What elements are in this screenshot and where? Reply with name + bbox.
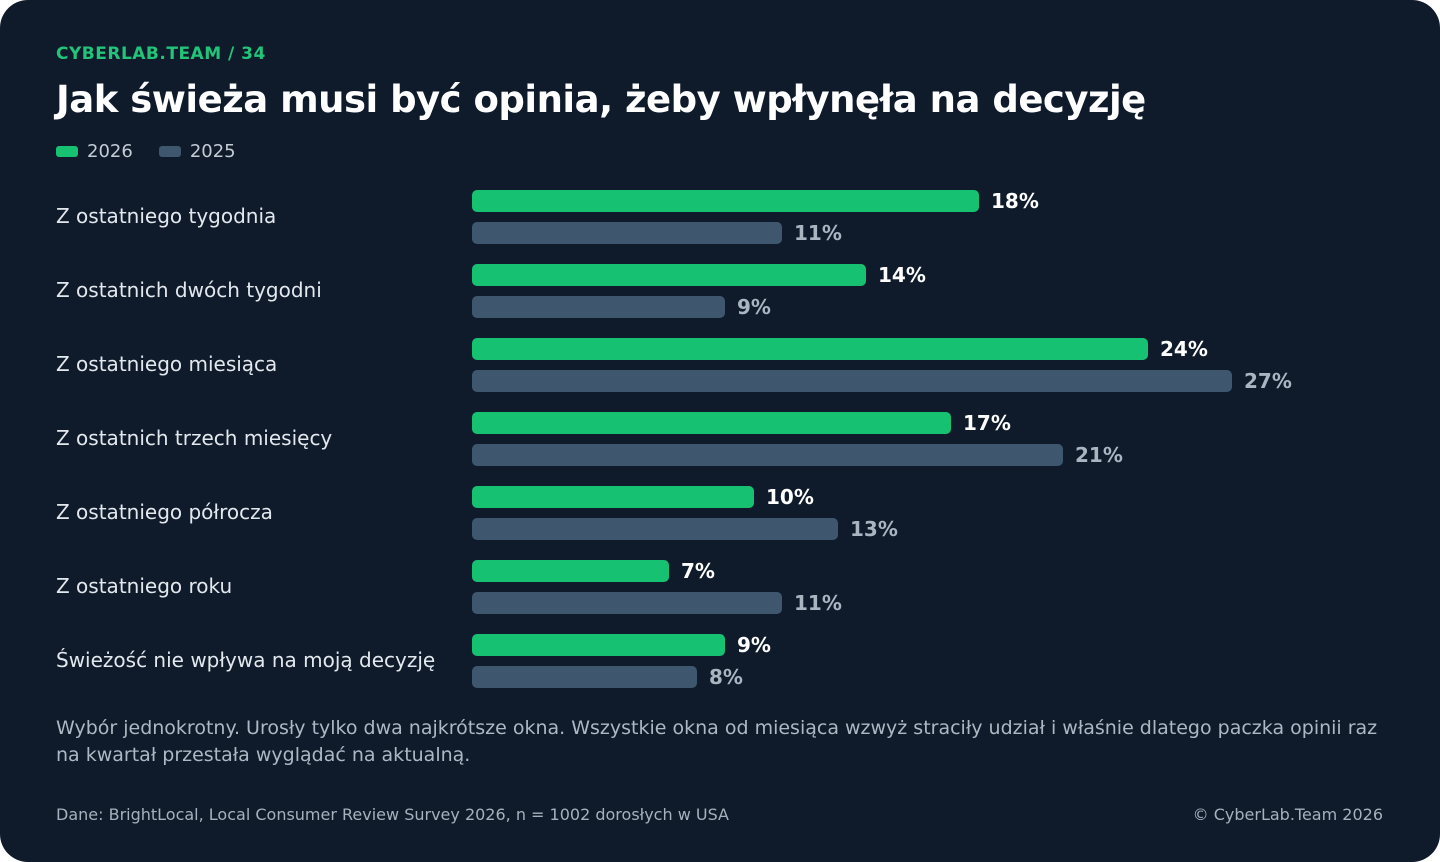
value-label-2025: 13%: [850, 517, 898, 541]
category-label: Świeżość nie wpływa na moją decyzję: [56, 648, 436, 672]
bar-2026: [472, 634, 725, 656]
bar-2025: [472, 444, 1063, 466]
source-text: Dane: BrightLocal, Local Consumer Review…: [56, 805, 729, 824]
value-label-2025: 8%: [709, 665, 743, 689]
bar-2025: [472, 222, 782, 244]
eyebrow-label: CYBERLAB.TEAM / 34: [56, 44, 266, 64]
value-label-2026: 9%: [737, 633, 771, 657]
value-label-2025: 9%: [737, 295, 771, 319]
value-label-2025: 27%: [1244, 369, 1292, 393]
legend-swatch-2026: [56, 146, 78, 157]
value-label-2025: 11%: [794, 591, 842, 615]
value-label-2026: 14%: [878, 263, 926, 287]
bar-2025: [472, 296, 725, 318]
bar-2025: [472, 592, 782, 614]
category-label: Z ostatniego roku: [56, 574, 233, 598]
value-label-2026: 24%: [1160, 337, 1208, 361]
bar-2026: [472, 338, 1148, 360]
bar-2026: [472, 190, 979, 212]
value-label-2026: 18%: [991, 189, 1039, 213]
category-label: Z ostatnich trzech miesięcy: [56, 426, 333, 450]
value-label-2025: 21%: [1075, 443, 1123, 467]
legend: 2026 2025: [56, 141, 262, 162]
value-label-2025: 11%: [794, 221, 842, 245]
value-label-2026: 17%: [963, 411, 1011, 435]
legend-item-2026: 2026: [56, 141, 133, 162]
legend-label-2026: 2026: [87, 141, 133, 162]
bar-2026: [472, 264, 866, 286]
bar-2025: [472, 518, 838, 540]
legend-item-2025: 2025: [158, 141, 236, 162]
category-label: Z ostatniego tygodnia: [56, 204, 277, 228]
category-label: Z ostatniego miesiąca: [56, 352, 278, 376]
bar-2025: [472, 370, 1232, 392]
category-label: Z ostatnich dwóch tygodni: [56, 278, 322, 302]
legend-label-2025: 2025: [189, 141, 236, 162]
chart-title: Jak świeża musi być opinia, żeby wpłynęł…: [56, 78, 1146, 121]
bar-2026: [472, 412, 951, 434]
value-label-2026: 7%: [681, 559, 715, 583]
copyright-text: © CyberLab.Team 2026: [1192, 805, 1383, 824]
value-label-2026: 10%: [766, 485, 814, 509]
category-label: Z ostatniego półrocza: [56, 500, 273, 524]
bar-2025: [472, 666, 697, 688]
legend-swatch-2025: [158, 146, 181, 157]
chart-note: Wybór jednokrotny. Urosły tylko dwa najk…: [56, 717, 1378, 766]
bar-2026: [472, 486, 754, 508]
bar-2026: [472, 560, 669, 582]
